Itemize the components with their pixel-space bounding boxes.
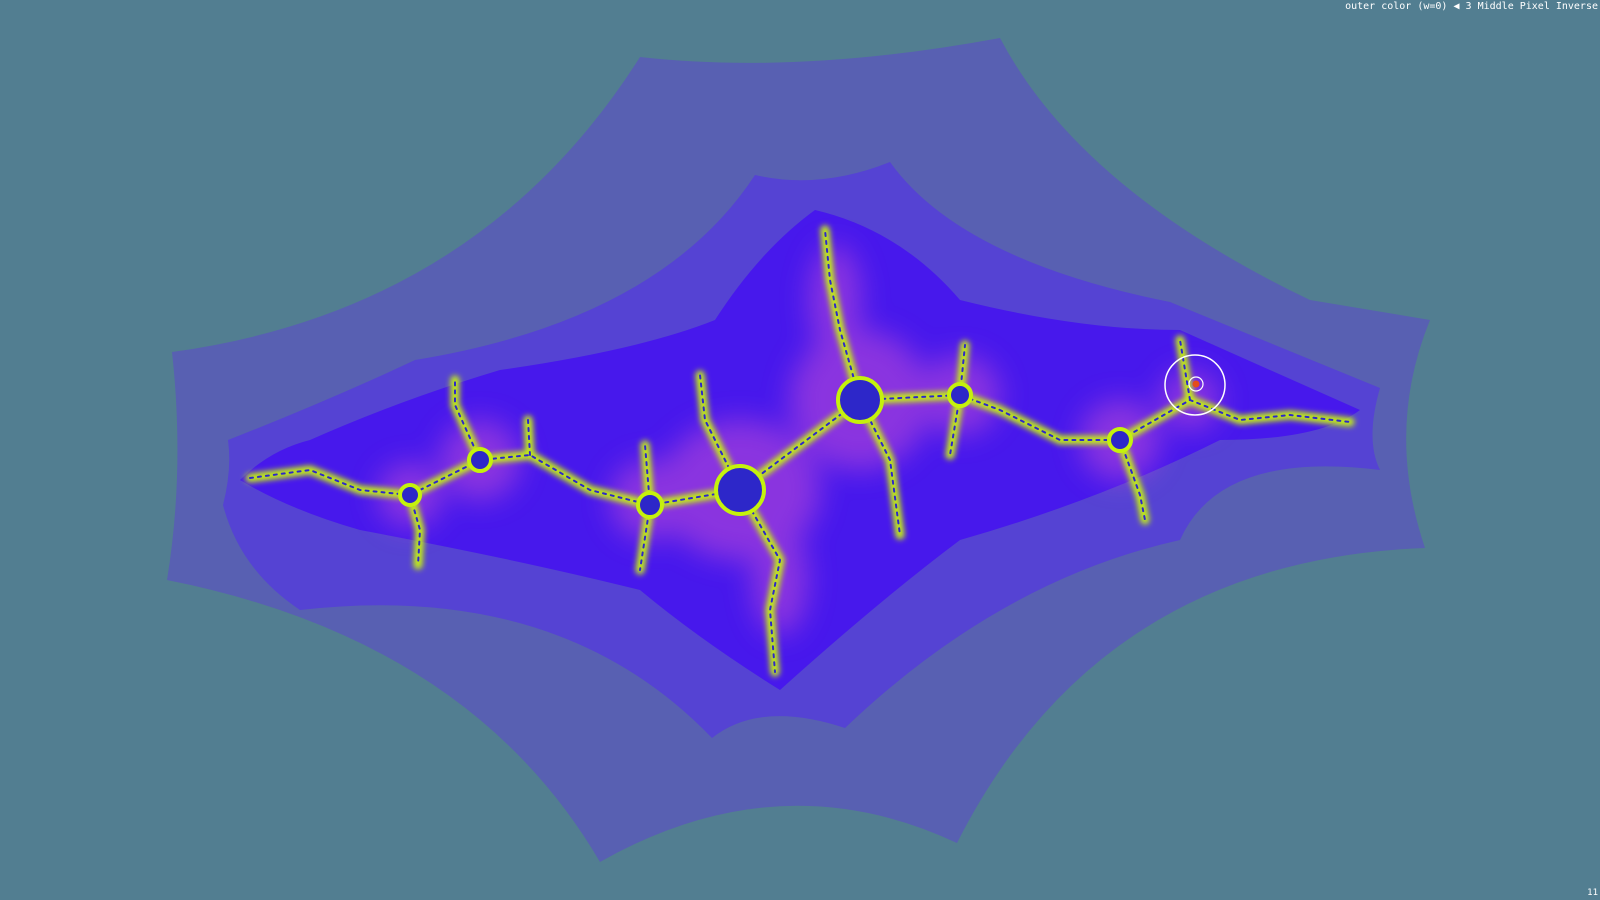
fractal-cores [398,376,1133,519]
parameter-label: outer color (w=0) [1345,1,1448,12]
frame-counter: 11 [1587,888,1598,898]
parameter-value[interactable]: 3 Middle Pixel Inverse [1465,1,1598,12]
target-ring-icon[interactable] [1164,354,1226,416]
previous-option-arrow-icon[interactable]: ◀ [1453,1,1460,12]
parameter-readout: outer color (w=0) ◀ 3 Middle Pixel Inver… [1345,1,1598,13]
